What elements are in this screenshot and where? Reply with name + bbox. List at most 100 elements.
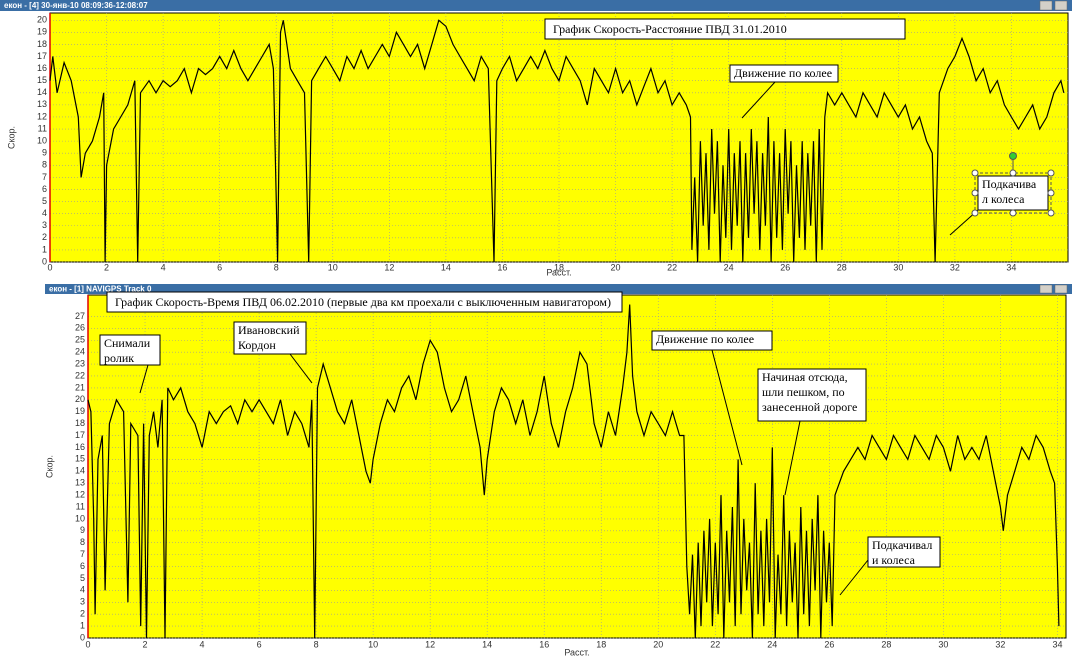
y-tick-label: 18 (37, 39, 47, 49)
y-tick-label: 5 (80, 573, 85, 583)
annotation-text: Подкачива (982, 177, 1037, 191)
resize-handle[interactable] (1009, 209, 1017, 217)
y-tick-label: 0 (80, 632, 85, 642)
annotation-text: Ивановский (238, 323, 300, 337)
title-box (106, 291, 623, 313)
x-tick-label: 18 (554, 262, 564, 272)
y-tick-label: 20 (75, 394, 85, 404)
y-tick-label: 7 (42, 172, 47, 182)
x-tick-label: 20 (611, 262, 621, 272)
y-tick-label: 26 (75, 323, 85, 333)
y-tick-label: 3 (80, 597, 85, 607)
annotation-pointer (839, 559, 869, 596)
x-axis-label: Расст. (564, 647, 589, 657)
window-button[interactable] (1054, 284, 1068, 294)
y-tick-label: 20 (37, 15, 47, 25)
y-tick-label: 15 (37, 75, 47, 85)
resize-handle[interactable] (1047, 209, 1055, 217)
annotation-text: занесенной дороге (762, 400, 857, 414)
annotation-text: Снимали (104, 336, 151, 350)
x-tick-label: 20 (653, 639, 663, 649)
resize-handle[interactable] (971, 209, 979, 217)
y-tick-label: 2 (42, 232, 47, 242)
y-axis-label: Скор. (6, 126, 16, 149)
annotation-text: шли пешком, по (762, 385, 845, 399)
y-tick-label: 27 (75, 311, 85, 321)
window-title: екон - [4] 30-янв-10 08:09:36-12:08:07 (4, 1, 148, 10)
y-tick-label: 22 (75, 370, 85, 380)
x-tick-label: 22 (710, 639, 720, 649)
x-tick-label: 8 (314, 639, 319, 649)
y-tick-label: 21 (75, 382, 85, 392)
annotation-text: л колеса (982, 192, 1025, 206)
y-tick-label: 9 (80, 525, 85, 535)
speed-line (49, 19, 1065, 263)
annotation-box (651, 330, 773, 351)
y-tick-label: 6 (42, 184, 47, 194)
chart-window: екон - [1] NAVIGPS Track 001234567891011… (44, 284, 1072, 657)
annotation-box (729, 64, 839, 83)
x-tick-label: 28 (881, 639, 891, 649)
x-tick-label: 10 (328, 262, 338, 272)
x-tick-label: 10 (368, 639, 378, 649)
annotation-box (867, 536, 941, 568)
x-tick-label: 16 (497, 262, 507, 272)
x-tick-label: 6 (257, 639, 262, 649)
x-tick-label: 14 (482, 639, 492, 649)
x-tick-label: 8 (274, 262, 279, 272)
resize-handle[interactable] (1047, 189, 1055, 197)
x-tick-label: 28 (837, 262, 847, 272)
annotation-text: ролик (104, 351, 134, 365)
y-tick-label: 25 (75, 335, 85, 345)
x-tick-label: 30 (938, 639, 948, 649)
y-tick-label: 0 (42, 256, 47, 266)
window-button[interactable] (1039, 0, 1053, 11)
y-tick-label: 17 (37, 51, 47, 61)
y-tick-label: 8 (42, 160, 47, 170)
resize-handle[interactable] (971, 189, 979, 197)
y-tick-label: 4 (42, 208, 47, 218)
x-tick-label: 22 (667, 262, 677, 272)
y-tick-label: 9 (42, 148, 47, 158)
x-tick-label: 24 (767, 639, 777, 649)
x-tick-label: 6 (217, 262, 222, 272)
x-tick-label: 0 (85, 639, 90, 649)
y-tick-label: 11 (38, 123, 47, 133)
x-tick-label: 0 (47, 262, 52, 272)
y-tick-label: 18 (75, 418, 85, 428)
window-button[interactable] (1039, 284, 1053, 294)
window-title: екон - [1] NAVIGPS Track 0 (49, 285, 152, 294)
y-tick-label: 5 (42, 196, 47, 206)
y-tick-label: 1 (42, 244, 47, 254)
x-tick-label: 30 (893, 262, 903, 272)
y-tick-label: 11 (76, 501, 85, 511)
annotation-box (233, 321, 307, 355)
resize-handle[interactable] (1009, 169, 1017, 177)
window-button[interactable] (1054, 0, 1068, 11)
annotation-box (99, 334, 161, 366)
x-tick-label: 32 (995, 639, 1005, 649)
y-tick-label: 16 (75, 442, 85, 452)
chart-window: екон - [4] 30-янв-10 08:09:36-12:08:0701… (0, 0, 1072, 277)
y-tick-label: 24 (75, 347, 85, 357)
y-tick-label: 13 (37, 99, 47, 109)
resize-handle[interactable] (1047, 169, 1055, 177)
x-tick-label: 32 (950, 262, 960, 272)
annotation-text: Движение по колее (656, 332, 754, 346)
y-tick-label: 6 (80, 561, 85, 571)
x-tick-label: 26 (780, 262, 790, 272)
x-tick-label: 24 (724, 262, 734, 272)
y-tick-label: 15 (75, 454, 85, 464)
x-tick-label: 16 (539, 639, 549, 649)
y-tick-label: 13 (75, 478, 85, 488)
rotate-handle[interactable] (1009, 152, 1017, 160)
annotation-pointer (289, 353, 313, 384)
x-tick-label: 12 (384, 262, 394, 272)
annotation-pointer (741, 81, 776, 119)
window-title-bar (45, 284, 1072, 294)
plot-area (49, 12, 1069, 263)
y-tick-label: 14 (37, 87, 47, 97)
resize-handle[interactable] (971, 169, 979, 177)
y-tick-label: 14 (75, 466, 85, 476)
